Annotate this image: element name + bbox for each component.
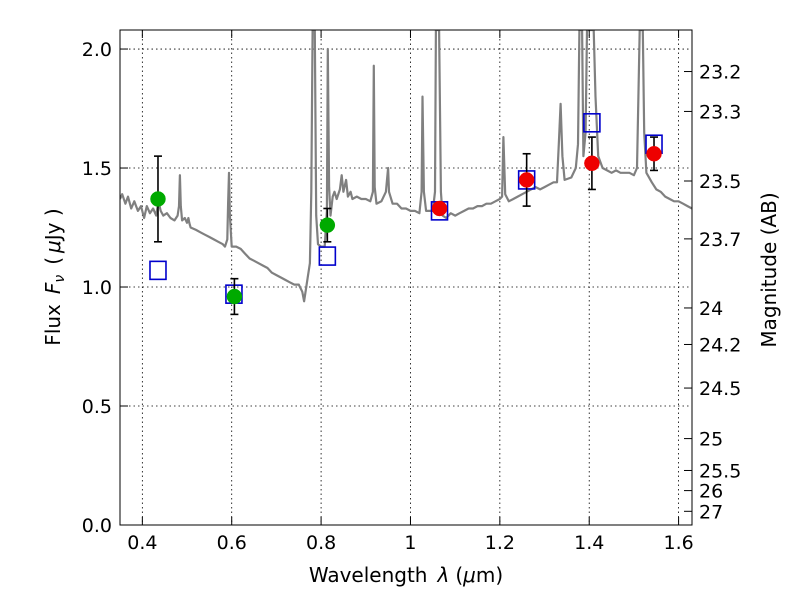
plot-frame	[119, 29, 693, 526]
y2-tick-label: 25	[699, 429, 723, 451]
plot-area	[120, 30, 692, 316]
grid-lines	[120, 30, 692, 526]
model-photometry-square	[149, 260, 167, 281]
y2-tick-label: 26	[699, 481, 723, 503]
photometry-point	[431, 200, 448, 217]
x-axis-label: Wavelength λ (μm)	[309, 563, 503, 587]
x-tick-label: 0.8	[306, 532, 336, 554]
x-tick-label: 1	[404, 532, 416, 554]
y-tick-label: 0.0	[82, 515, 112, 537]
y-tick-label: 2.0	[82, 39, 112, 61]
y-tick-label: 1.0	[82, 277, 112, 299]
x-tick-label: 1.6	[663, 532, 693, 554]
photometry-point	[584, 155, 600, 172]
x-tick-label: 0.4	[127, 532, 157, 554]
photometry-point	[150, 191, 166, 207]
y2-tick-label: 24	[699, 298, 723, 320]
axis-ticks: 0.4 0.6 0.8 1 1.2 1.4 1.6 0.0 0.5 1.0 1.5 2.0 23.2 23…	[82, 30, 741, 554]
model-spectrum-line	[120, 30, 692, 303]
y2-tick-label: 27	[699, 501, 723, 523]
x-tick-label: 1.2	[485, 532, 515, 554]
photometry-point	[518, 172, 535, 188]
photometry-point	[646, 146, 662, 162]
y-axis-label: FluxFν(μJy )	[41, 208, 68, 345]
photometry-point	[319, 217, 336, 233]
model-photometry-square	[583, 113, 601, 133]
y2-tick-label: 24.2	[699, 334, 741, 356]
model-photometry-square	[318, 246, 337, 266]
y2-tick-label: 23.3	[699, 101, 741, 123]
y2-tick-label: 23.7	[699, 229, 741, 251]
y2-tick-label: 23.2	[699, 62, 741, 84]
x-tick-label: 1.4	[574, 532, 604, 554]
y2-tick-label: 24.5	[699, 378, 741, 400]
photometry-point	[226, 288, 243, 305]
x-tick-label: 0.6	[217, 532, 247, 554]
y-tick-label: 1.5	[82, 158, 112, 180]
y2-tick-label: 25.5	[699, 460, 741, 482]
secondary-y-axis-label: Magnitude (AB)	[757, 192, 781, 347]
y-tick-label: 0.5	[82, 396, 112, 418]
y2-tick-label: 23.5	[699, 171, 741, 193]
